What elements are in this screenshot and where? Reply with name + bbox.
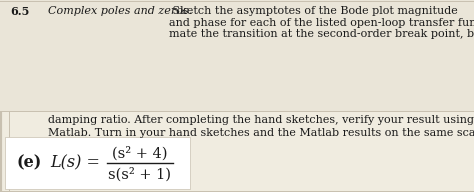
Bar	[0, 0, 474, 111]
Text: damping ratio. After completing the hand sketches, verify your result using: damping ratio. After completing the hand…	[48, 115, 474, 125]
Text: (s² + 4): (s² + 4)	[112, 146, 168, 160]
Text: Sketch the asymptotes of the Bode plot magnitude
and phase for each of the liste: Sketch the asymptotes of the Bode plot m…	[169, 6, 474, 39]
Text: s(s² + 1): s(s² + 1)	[109, 167, 172, 181]
Text: L(s) =: L(s) =	[50, 155, 100, 171]
Text: 6.5: 6.5	[10, 6, 29, 17]
Bar	[5, 137, 190, 189]
Text: Complex poles and zeros.: Complex poles and zeros.	[48, 6, 192, 16]
Text: (e): (e)	[16, 155, 41, 171]
Text: Matlab. Turn in your hand sketches and the Matlab results on the same scales.: Matlab. Turn in your hand sketches and t…	[48, 128, 474, 138]
Bar	[0, 111, 474, 192]
